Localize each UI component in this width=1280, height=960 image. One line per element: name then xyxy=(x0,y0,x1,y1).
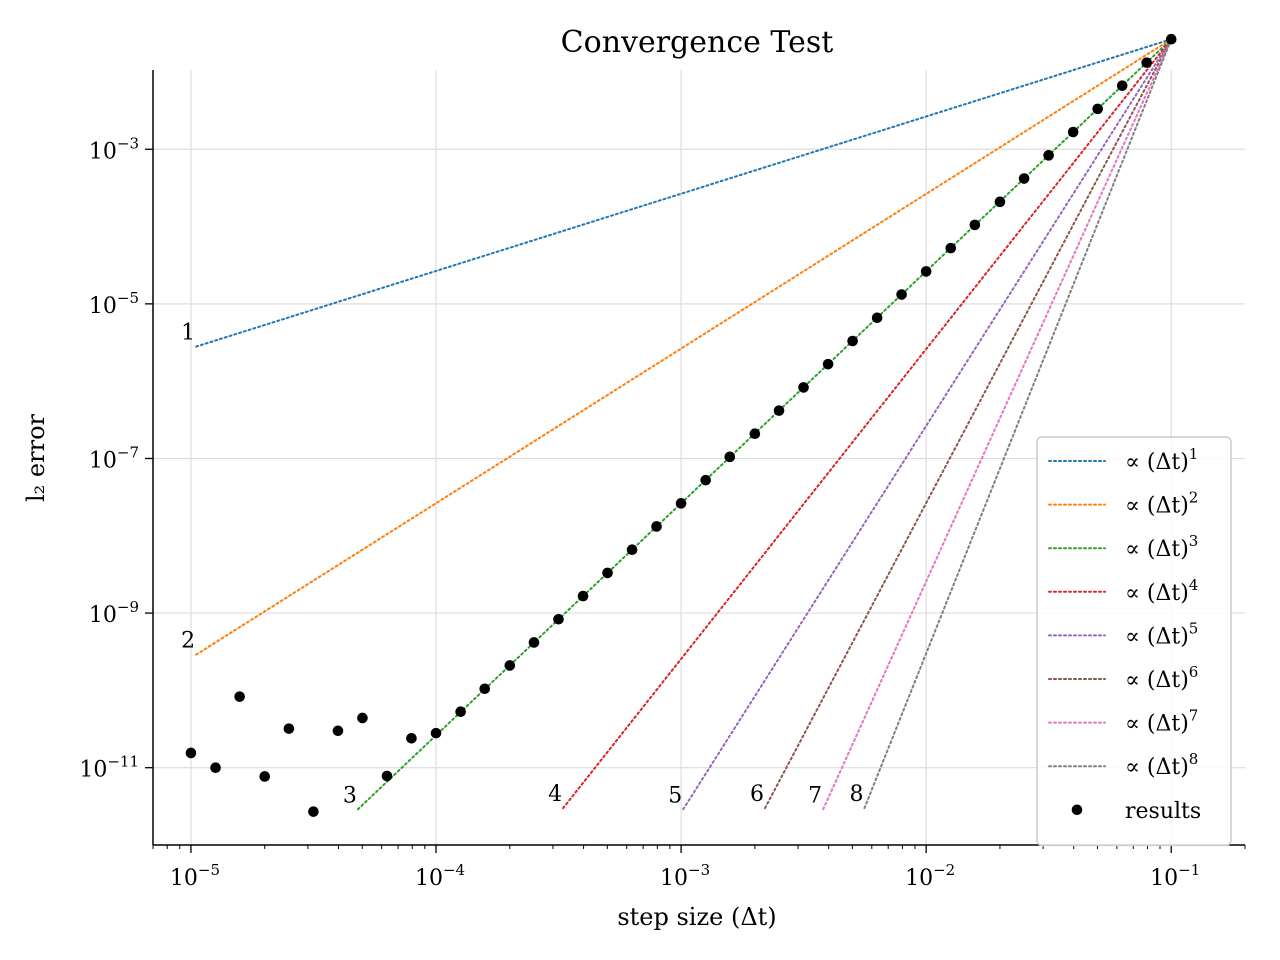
result-point xyxy=(259,771,271,782)
x-axis-label: step size (Δt) xyxy=(617,903,776,931)
result-point xyxy=(724,451,736,463)
slope-label-3: 3 xyxy=(343,783,357,808)
reference-line-order-5 xyxy=(682,38,1173,811)
result-point xyxy=(969,219,981,231)
y-axis-label: l₂ error xyxy=(22,413,50,502)
slope-label-2: 2 xyxy=(181,629,195,654)
x-tick-label: 10−5 xyxy=(170,861,220,891)
legend-label-order-1: ∝ (Δt)1 xyxy=(1125,445,1198,475)
result-point xyxy=(749,428,761,440)
result-point xyxy=(700,474,711,486)
y-tick-label: 10−11 xyxy=(79,753,139,783)
result-point xyxy=(920,266,932,277)
reference-line-order-1 xyxy=(195,38,1173,348)
legend-label-order-5: ∝ (Δt)5 xyxy=(1125,619,1198,649)
result-point xyxy=(577,590,589,602)
result-point xyxy=(871,312,883,324)
slope-label-8: 8 xyxy=(849,782,863,807)
legend-label-results: results xyxy=(1125,799,1201,824)
result-point xyxy=(994,196,1006,208)
result-point xyxy=(798,382,809,393)
result-point xyxy=(234,691,245,702)
result-point xyxy=(381,770,393,782)
legend-label-order-2: ∝ (Δt)2 xyxy=(1125,489,1198,519)
legend-label-order-8: ∝ (Δt)8 xyxy=(1125,750,1198,780)
x-tick-label: 10−2 xyxy=(905,861,955,891)
x-tick-label: 10−4 xyxy=(415,861,465,891)
x-tick-label: 10−1 xyxy=(1150,861,1200,891)
result-point xyxy=(357,712,368,724)
legend-swatch-results xyxy=(1071,804,1083,816)
result-point xyxy=(185,747,197,759)
result-point xyxy=(945,242,957,254)
result-point xyxy=(822,358,834,370)
result-point xyxy=(1043,150,1054,161)
result-point xyxy=(773,405,785,416)
y-tick-label: 10−5 xyxy=(89,289,139,319)
y-tick-label: 10−7 xyxy=(89,443,139,473)
results-points xyxy=(185,33,1177,817)
reference-line-order-2 xyxy=(195,38,1173,656)
legend-label-order-6: ∝ (Δt)6 xyxy=(1125,663,1198,693)
result-point xyxy=(455,706,466,718)
legend-box xyxy=(1036,436,1232,847)
result-point xyxy=(651,521,662,532)
result-point xyxy=(504,660,516,671)
slope-label-1: 1 xyxy=(181,321,195,346)
slope-label-5: 5 xyxy=(668,783,682,808)
result-point xyxy=(626,544,638,556)
result-point xyxy=(479,683,491,695)
result-point xyxy=(602,567,613,579)
chart-title: Convergence Test xyxy=(561,25,834,60)
slope-label-7: 7 xyxy=(808,783,822,808)
legend-label-order-7: ∝ (Δt)7 xyxy=(1125,707,1198,737)
result-point xyxy=(675,498,687,509)
result-point xyxy=(1165,33,1177,45)
x-tick-label: 10−3 xyxy=(660,861,710,891)
legend-label-order-3: ∝ (Δt)3 xyxy=(1125,532,1198,562)
legend: ∝ (Δt)1 ∝ (Δt)2 ∝ (Δt)3 ∝ (Δt)4 ∝ (Δt)5 ∝ (Δt… xyxy=(1036,436,1232,847)
reference-line-order-6 xyxy=(764,38,1173,810)
result-point xyxy=(1092,103,1103,115)
result-point xyxy=(332,725,344,737)
reference-line-order-7 xyxy=(822,38,1173,811)
result-point xyxy=(430,727,442,739)
reference-lines xyxy=(195,38,1173,811)
slope-labels: 1 2 3 4 5 6 7 8 xyxy=(181,321,863,809)
legend-label-order-4: ∝ (Δt)4 xyxy=(1125,576,1198,606)
y-tick-label: 10−9 xyxy=(89,598,139,628)
result-point xyxy=(308,806,319,817)
y-tick-label: 10−3 xyxy=(89,134,139,164)
result-point xyxy=(1141,57,1152,68)
result-point xyxy=(283,723,295,734)
slope-label-4: 4 xyxy=(548,782,562,807)
slope-label-6: 6 xyxy=(750,782,764,807)
ticks: 10−5 10−4 10−3 10−2 10−1 10−11 10−9 10−7 10−5 10−… xyxy=(79,134,1246,891)
result-point xyxy=(1018,173,1030,184)
result-point xyxy=(528,637,540,648)
reference-line-order-4 xyxy=(562,38,1173,810)
result-point xyxy=(1116,80,1128,91)
result-point xyxy=(847,335,858,347)
result-point xyxy=(896,289,907,300)
reference-line-order-3 xyxy=(356,38,1173,811)
result-point xyxy=(553,613,564,625)
result-point xyxy=(210,762,221,773)
result-point xyxy=(1067,126,1079,138)
reference-line-order-8 xyxy=(863,38,1173,810)
result-point xyxy=(406,733,417,744)
